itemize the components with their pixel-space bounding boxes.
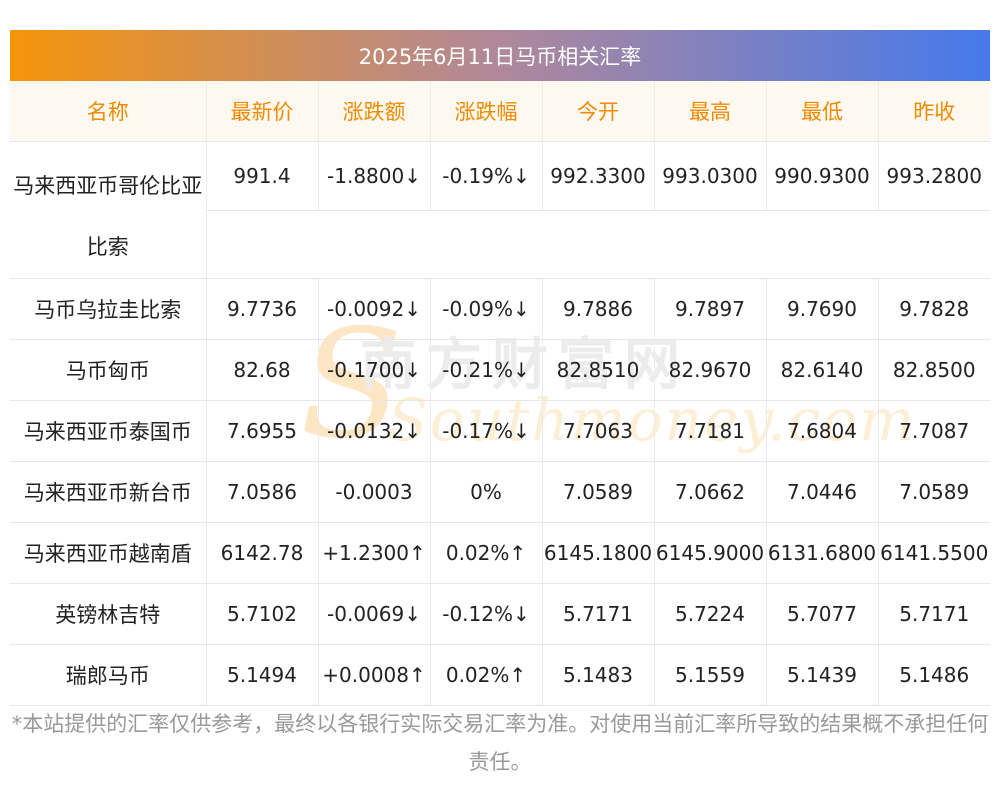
row-name: 马来西亚币新台币: [10, 461, 206, 523]
row-high: 9.7897: [653, 278, 766, 340]
row-open: 5.1483: [541, 644, 654, 706]
row-change: -0.0092↓: [317, 278, 430, 340]
header-low: 最低: [765, 81, 878, 142]
row-name: 英镑林吉特: [10, 583, 206, 645]
row-name: 瑞郎马币: [10, 644, 206, 706]
header-latest: 最新价: [205, 81, 318, 142]
row-latest: 991.4: [205, 141, 318, 211]
exchange-rate-table: 名称 最新价 涨跌额 涨跌幅 今开 最高 最低 昨收 马来西亚币哥伦比亚比索 9…: [10, 81, 990, 706]
row-name: 马币匈币: [10, 339, 206, 401]
row-low: 5.1439: [765, 644, 878, 706]
row-high: 6145.9000: [653, 522, 766, 584]
table-row-continuation: [10, 210, 990, 279]
row-low: 7.0446: [765, 461, 878, 523]
row-high: 5.7224: [653, 583, 766, 645]
row-low: 6131.6800: [765, 522, 878, 584]
row-high: 7.7181: [653, 400, 766, 462]
table-row: 马币乌拉圭比索 9.7736 -0.0092↓ -0.09%↓ 9.7886 9…: [10, 278, 990, 340]
table-row: 马来西亚币新台币 7.0586 -0.0003 0% 7.0589 7.0662…: [10, 461, 990, 523]
row-prev-close: 5.7171: [877, 583, 990, 645]
row-low: 990.9300: [765, 141, 878, 211]
row-change-pct: -0.19%↓: [429, 141, 542, 211]
row-name: 马来西亚币泰国币: [10, 400, 206, 462]
row-high: 993.0300: [653, 141, 766, 211]
table-row: 英镑林吉特 5.7102 -0.0069↓ -0.12%↓ 5.7171 5.7…: [10, 583, 990, 645]
row-change: -1.8800↓: [317, 141, 430, 211]
disclaimer-text: *本站提供的汇率仅供参考，最终以各银行实际交易汇率为准。对使用当前汇率所导致的结…: [11, 712, 989, 774]
row-change: -0.0069↓: [317, 583, 430, 645]
row-change-pct: 0.02%↑: [429, 522, 542, 584]
row-high: 7.0662: [653, 461, 766, 523]
row-prev-close: 7.7087: [877, 400, 990, 462]
row-change: -0.1700↓: [317, 339, 430, 401]
row-change: -0.0132↓: [317, 400, 430, 462]
row-open: 7.0589: [541, 461, 654, 523]
table-header-row: 名称 最新价 涨跌额 涨跌幅 今开 最高 最低 昨收: [10, 81, 990, 142]
row-open: 82.8510: [541, 339, 654, 401]
row-open: 5.7171: [541, 583, 654, 645]
row-change-pct: -0.09%↓: [429, 278, 542, 340]
header-change: 涨跌额: [317, 81, 430, 142]
row-open: 6145.1800: [541, 522, 654, 584]
row-change-pct: -0.12%↓: [429, 583, 542, 645]
row-latest: 7.6955: [205, 400, 318, 462]
row-name: 马来西亚币越南盾: [10, 522, 206, 584]
row-prev-close: 9.7828: [877, 278, 990, 340]
row-prev-close: 993.2800: [877, 141, 990, 211]
row-prev-close: 82.8500: [877, 339, 990, 401]
row-low: 82.6140: [765, 339, 878, 401]
header-open: 今开: [541, 81, 654, 142]
row-change: +1.2300↑: [317, 522, 430, 584]
row-change: -0.0003: [317, 461, 430, 523]
row-change-pct: 0%: [429, 461, 542, 523]
row-name: 马币乌拉圭比索: [10, 278, 206, 340]
table-row: 马来西亚币越南盾 6142.78 +1.2300↑ 0.02%↑ 6145.18…: [10, 522, 990, 584]
row-low: 7.6804: [765, 400, 878, 462]
row-change-pct: -0.17%↓: [429, 400, 542, 462]
row-high: 82.9670: [653, 339, 766, 401]
row-open: 7.7063: [541, 400, 654, 462]
row-prev-close: 6141.5500: [877, 522, 990, 584]
header-prev-close: 昨收: [877, 81, 990, 142]
row-open: 992.3300: [541, 141, 654, 211]
row-prev-close: 5.1486: [877, 644, 990, 706]
row-change: +0.0008↑: [317, 644, 430, 706]
table-row: 马来西亚币哥伦比亚比索 991.4 -1.8800↓ -0.19%↓ 992.3…: [10, 141, 990, 279]
row-latest: 6142.78: [205, 522, 318, 584]
row-prev-close: 7.0589: [877, 461, 990, 523]
header-name: 名称: [10, 81, 206, 142]
row-low: 9.7690: [765, 278, 878, 340]
row-blank-cell: [205, 210, 990, 279]
row-latest: 5.7102: [205, 583, 318, 645]
row-latest: 9.7736: [205, 278, 318, 340]
table-row: 马来西亚币泰国币 7.6955 -0.0132↓ -0.17%↓ 7.7063 …: [10, 400, 990, 462]
row-name: 马来西亚币哥伦比亚比索: [10, 141, 206, 279]
row-open: 9.7886: [541, 278, 654, 340]
row-change-pct: -0.21%↓: [429, 339, 542, 401]
row-high: 5.1559: [653, 644, 766, 706]
row-latest: 5.1494: [205, 644, 318, 706]
table-row: 瑞郎马币 5.1494 +0.0008↑ 0.02%↑ 5.1483 5.155…: [10, 644, 990, 706]
page-title: 2025年6月11日马币相关汇率: [10, 30, 990, 81]
row-low: 5.7077: [765, 583, 878, 645]
header-high: 最高: [653, 81, 766, 142]
row-change-pct: 0.02%↑: [429, 644, 542, 706]
row-latest: 82.68: [205, 339, 318, 401]
row-latest: 7.0586: [205, 461, 318, 523]
table-row: 马币匈币 82.68 -0.1700↓ -0.21%↓ 82.8510 82.9…: [10, 339, 990, 401]
header-change-pct: 涨跌幅: [429, 81, 542, 142]
